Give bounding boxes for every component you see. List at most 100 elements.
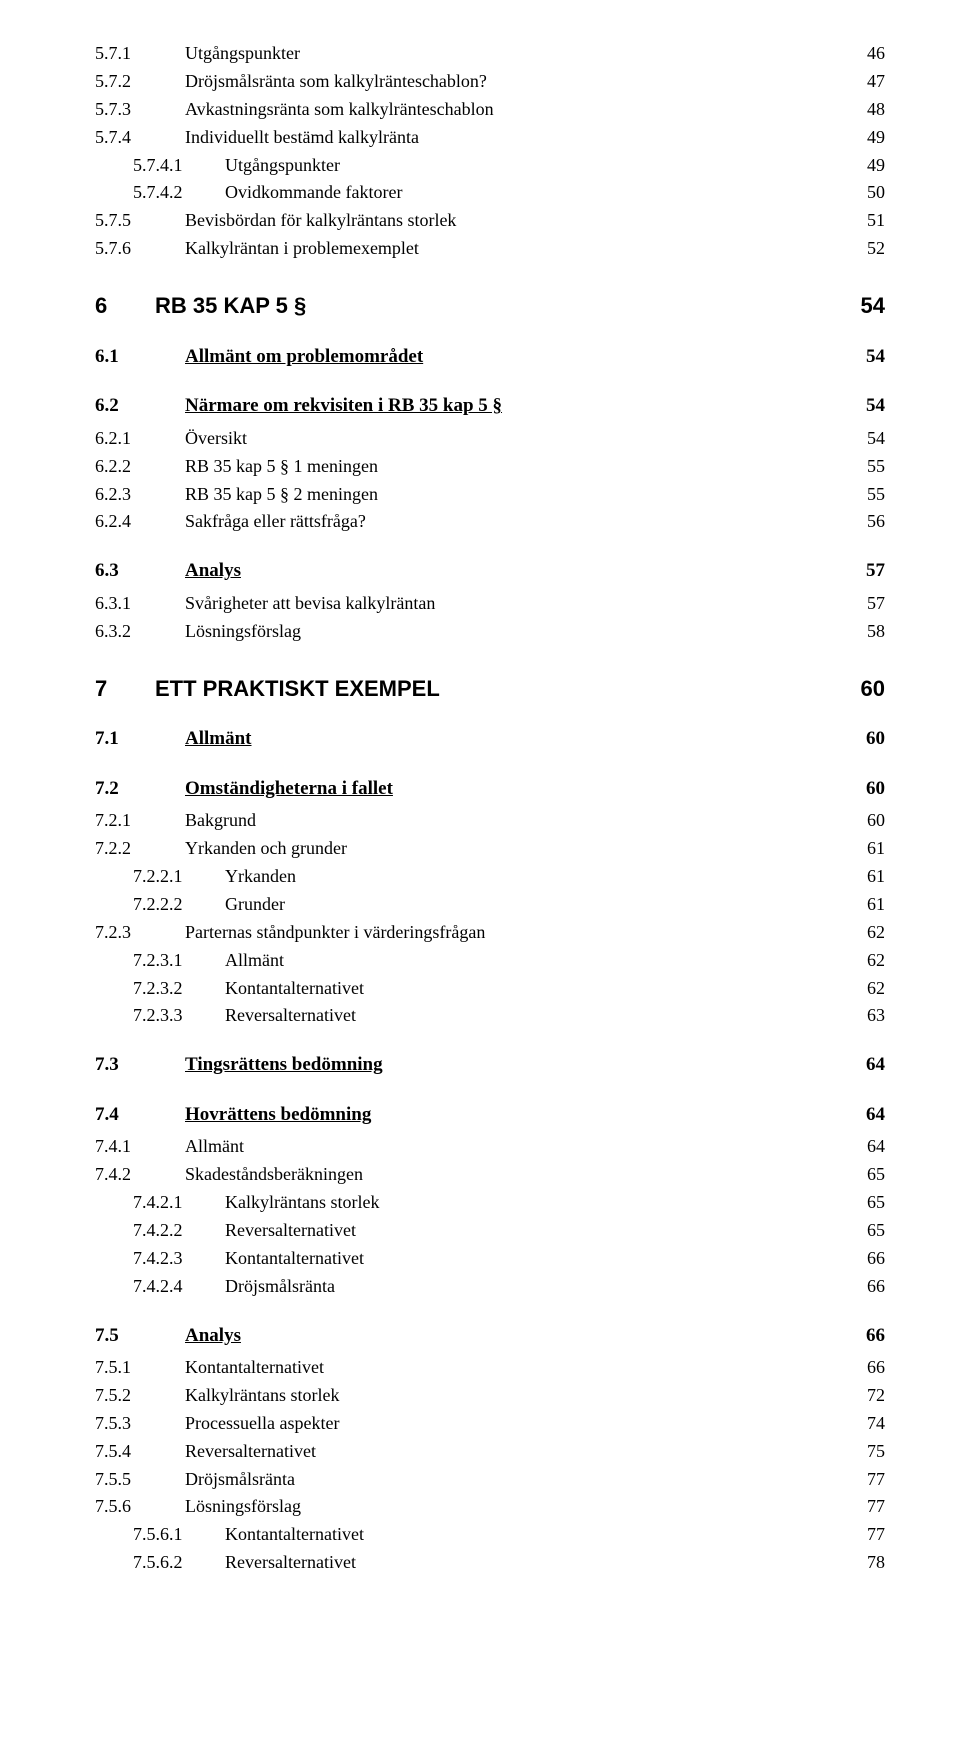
toc-entry-number: 7.2.2 (95, 835, 185, 863)
toc-entry-left: 7.1Allmänt (95, 724, 252, 753)
toc-entry-page: 46 (867, 40, 885, 68)
toc-entry: 6RB 35 KAP 5 §54 (95, 291, 885, 322)
toc-entry: 7.5.6.1Kontantalternativet77 (95, 1521, 885, 1549)
toc-entry-title: Lösningsförslag (185, 618, 301, 646)
toc-entry-number: 7.1 (95, 724, 185, 753)
toc-entry-left: 7.2.1Bakgrund (95, 807, 256, 835)
toc-entry-page: 54 (861, 291, 885, 322)
toc-entry-left: 7.2.3.1Allmänt (133, 947, 284, 975)
toc-entry-page: 54 (866, 391, 885, 420)
toc-entry-title: ETT PRAKTISKT EXEMPEL (155, 674, 440, 705)
toc-entry-title: Allmänt (185, 1133, 244, 1161)
toc-entry-number: 7.4.1 (95, 1133, 185, 1161)
toc-entry: 7.4.2Skadeståndsberäkningen65 (95, 1161, 885, 1189)
toc-entry-number: 7.2.3.2 (133, 975, 225, 1003)
toc-entry: 7.2.3Parternas ståndpunkter i värderings… (95, 919, 885, 947)
toc-entry: 7.5.2Kalkylräntans storlek72 (95, 1382, 885, 1410)
toc-entry-left: 7.2.3.3Reversalternativet (133, 1002, 356, 1030)
toc-entry-title: Kontantalternativet (225, 975, 364, 1003)
toc-entry-number: 6.2 (95, 391, 185, 420)
toc-entry-page: 60 (866, 774, 885, 803)
toc-entry: 6.3Analys57 (95, 556, 885, 585)
toc-entry-title: Processuella aspekter (185, 1410, 339, 1438)
toc-entry-title: Kontantalternativet (185, 1354, 324, 1382)
toc-entry-page: 77 (867, 1493, 885, 1521)
toc-entry-number: 7.4.2.2 (133, 1217, 225, 1245)
toc-entry-left: 6.2.2RB 35 kap 5 § 1 meningen (95, 453, 378, 481)
toc-entry-number: 7.2.3.1 (133, 947, 225, 975)
toc-entry-title: Ovidkommande faktorer (225, 179, 402, 207)
toc-entry-page: 49 (867, 124, 885, 152)
toc-entry-left: 7.2.3Parternas ståndpunkter i värderings… (95, 919, 485, 947)
toc-entry-left: 7.3Tingsrättens bedömning (95, 1050, 383, 1079)
toc-entry: 5.7.4.2Ovidkommande faktorer50 (95, 179, 885, 207)
toc-entry-title: Kalkylräntans storlek (225, 1189, 379, 1217)
toc-entry-title: Reversalternativet (225, 1549, 356, 1577)
toc-entry-title: Reversalternativet (225, 1217, 356, 1245)
toc-entry-title: Dröjsmålsränta (185, 1466, 295, 1494)
toc-entry: 5.7.6Kalkylräntan i problemexemplet52 (95, 235, 885, 263)
toc-entry: 7.5.5Dröjsmålsränta77 (95, 1466, 885, 1494)
toc-entry-number: 7.5.5 (95, 1466, 185, 1494)
toc-entry-title: Svårigheter att bevisa kalkylräntan (185, 590, 435, 618)
toc-entry-left: 6.2.4Sakfråga eller rättsfråga? (95, 508, 366, 536)
toc-entry-page: 62 (867, 919, 885, 947)
toc-entry-title: Utgångspunkter (225, 152, 340, 180)
toc-entry-title: RB 35 kap 5 § 1 meningen (185, 453, 378, 481)
toc-entry-page: 63 (867, 1002, 885, 1030)
toc-entry: 7.4Hovrättens bedömning64 (95, 1100, 885, 1129)
toc-entry: 7.2.1Bakgrund 60 (95, 807, 885, 835)
toc-entry-title: Allmänt (185, 724, 252, 753)
toc-entry-page: 60 (867, 807, 885, 835)
toc-entry-title: RB 35 kap 5 § 2 meningen (185, 481, 378, 509)
toc-entry-page: 61 (867, 863, 885, 891)
toc-entry-page: 61 (867, 891, 885, 919)
toc-entry-number: 6.2.3 (95, 481, 185, 509)
toc-entry: 7.4.2.4Dröjsmålsränta66 (95, 1273, 885, 1301)
toc-entry-title: Sakfråga eller rättsfråga? (185, 508, 366, 536)
toc-entry-title: Avkastningsränta som kalkylränteschablon (185, 96, 494, 124)
toc-entry-page: 66 (867, 1273, 885, 1301)
toc-entry: 6.3.2Lösningsförslag58 (95, 618, 885, 646)
toc-entry-left: 7.2.2.2Grunder (133, 891, 285, 919)
toc-entry-page: 64 (867, 1133, 885, 1161)
toc-entry-left: 5.7.4.2Ovidkommande faktorer (133, 179, 402, 207)
toc-entry-title: Analys (185, 556, 241, 585)
toc-entry-left: 6.2.3RB 35 kap 5 § 2 meningen (95, 481, 378, 509)
toc-entry-left: 7.5.6.1Kontantalternativet (133, 1521, 364, 1549)
toc-entry: 7.4.2.2Reversalternativet65 (95, 1217, 885, 1245)
toc-entry-number: 5.7.4.1 (133, 152, 225, 180)
toc-entry: 6.2.3RB 35 kap 5 § 2 meningen55 (95, 481, 885, 509)
toc-entry: 6.3.1Svårigheter att bevisa kalkylräntan… (95, 590, 885, 618)
toc-entry-number: 7.5.6.2 (133, 1549, 225, 1577)
toc-entry-number: 7.3 (95, 1050, 185, 1079)
toc-entry-left: 5.7.3Avkastningsränta som kalkylräntesch… (95, 96, 494, 124)
toc-entry-left: 7.2.3.2Kontantalternativet (133, 975, 364, 1003)
toc-entry: 7.2.2.1Yrkanden61 (95, 863, 885, 891)
toc-entry-number: 7.5.2 (95, 1382, 185, 1410)
toc-entry-number: 7.2.3.3 (133, 1002, 225, 1030)
toc-entry-title: Hovrättens bedömning (185, 1100, 371, 1129)
toc-entry: 6.2.4Sakfråga eller rättsfråga?56 (95, 508, 885, 536)
toc-entry-title: Kontantalternativet (225, 1521, 364, 1549)
toc-entry-left: 5.7.6Kalkylräntan i problemexemplet (95, 235, 419, 263)
toc-entry-page: 78 (867, 1549, 885, 1577)
toc-entry: 5.7.3Avkastningsränta som kalkylräntesch… (95, 96, 885, 124)
toc-entry-title: Omständigheterna i fallet (185, 774, 393, 803)
toc-entry-number: 7.4.2 (95, 1161, 185, 1189)
toc-entry-left: 7.4Hovrättens bedömning (95, 1100, 371, 1129)
toc-entry-number: 6.2.4 (95, 508, 185, 536)
toc-entry-number: 5.7.3 (95, 96, 185, 124)
toc-entry: 7ETT PRAKTISKT EXEMPEL60 (95, 674, 885, 705)
toc-entry-title: Bakgrund (185, 807, 256, 835)
toc-entry-page: 55 (867, 453, 885, 481)
toc-entry: 7.2.2.2Grunder 61 (95, 891, 885, 919)
toc-entry: 5.7.5Bevisbördan för kalkylräntans storl… (95, 207, 885, 235)
toc-entry-number: 7.5.6 (95, 1493, 185, 1521)
toc-entry-number: 7.2.2.2 (133, 891, 225, 919)
toc-entry-number: 5.7.4.2 (133, 179, 225, 207)
toc-entry: 7.3Tingsrättens bedömning64 (95, 1050, 885, 1079)
toc-entry: 7.5Analys66 (95, 1321, 885, 1350)
toc-entry-page: 49 (867, 152, 885, 180)
toc-entry-title: Kontantalternativet (225, 1245, 364, 1273)
